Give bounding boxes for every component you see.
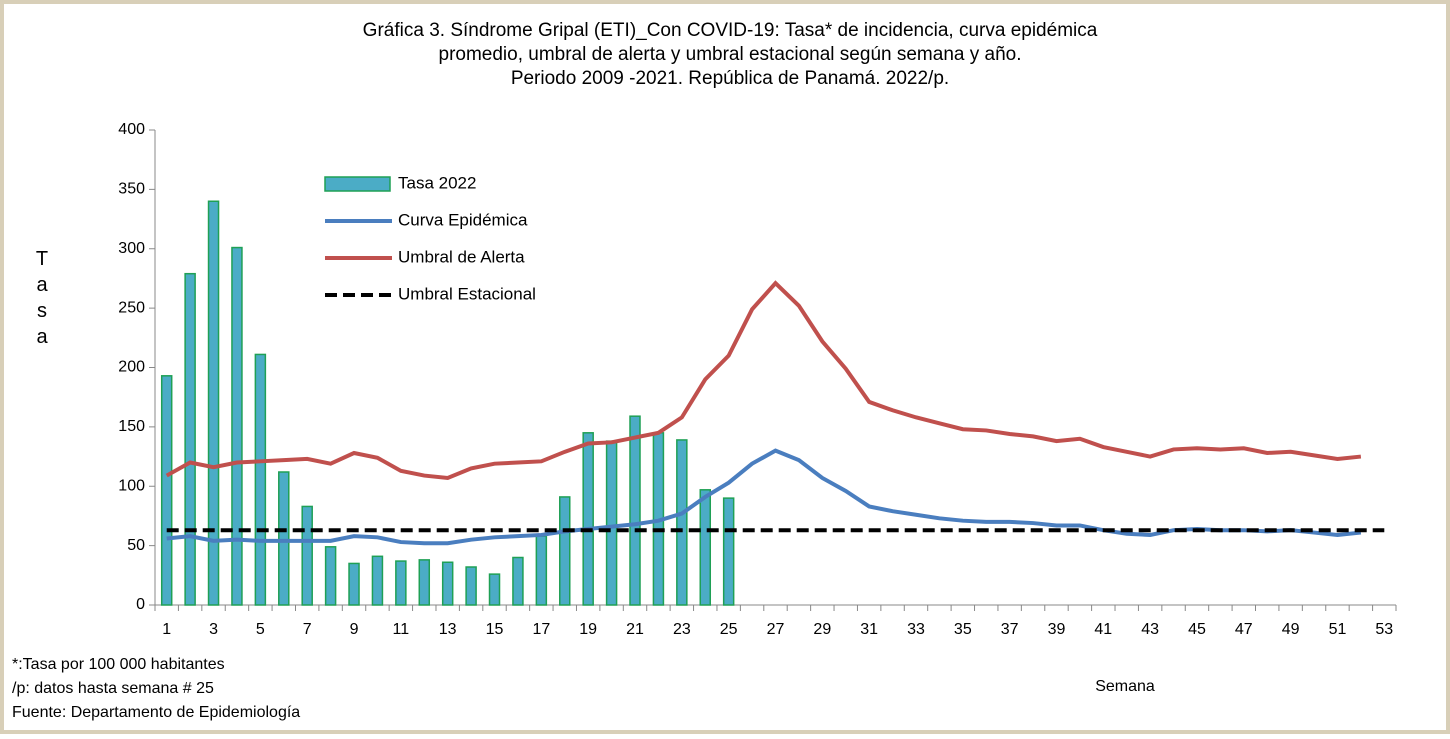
bar (512, 556, 524, 606)
chart-title: promedio, umbral de alerta y umbral esta… (439, 44, 1022, 65)
bar (184, 272, 196, 606)
legend-label: Curva Epidémica (398, 210, 528, 229)
y-tick-label: 50 (127, 537, 145, 554)
footnote: Fuente: Departamento de Epidemiología (12, 704, 300, 721)
chart-title: Gráfica 3. Síndrome Gripal (ETI)_Con COV… (363, 20, 1098, 41)
y-axis-label: Tasa (31, 248, 53, 352)
legend-swatch (324, 176, 391, 192)
bar (722, 497, 735, 606)
bar (324, 546, 337, 606)
x-tick-label: 35 (954, 621, 972, 638)
x-tick-label: 25 (720, 621, 738, 638)
x-tick-label: 43 (1141, 621, 1159, 638)
footnote: /p: datos hasta semana # 25 (12, 680, 214, 697)
x-tick-label: 41 (1094, 621, 1112, 638)
y-tick-label: 0 (136, 596, 145, 613)
x-tick-label: 1 (162, 621, 171, 638)
x-tick-label: 9 (350, 621, 359, 638)
x-tick-label: 45 (1188, 621, 1206, 638)
bar (160, 375, 173, 606)
bar (582, 432, 594, 606)
bar (301, 505, 313, 606)
y-tick-label: 350 (118, 181, 145, 198)
legend-label: Umbral Estacional (398, 284, 536, 303)
line (166, 448, 1362, 546)
x-tick-label: 5 (256, 621, 265, 638)
bar (418, 559, 431, 606)
x-tick-label: 23 (673, 621, 691, 638)
bar (488, 573, 501, 606)
x-tick-label: 13 (439, 621, 457, 638)
x-tick-label: 15 (486, 621, 504, 638)
bar (676, 439, 688, 606)
x-tick-label: 19 (579, 621, 597, 638)
bar (441, 561, 454, 606)
y-tick-label: 300 (118, 240, 145, 257)
bar (278, 471, 290, 606)
x-tick-label: 37 (1001, 621, 1019, 638)
x-tick-label: 49 (1282, 621, 1300, 638)
legend-label: Tasa 2022 (398, 173, 476, 192)
bar (535, 535, 548, 606)
x-tick-label: 7 (303, 621, 312, 638)
x-tick-label: 51 (1329, 621, 1347, 638)
bar (254, 353, 267, 606)
x-tick-label: 53 (1375, 621, 1393, 638)
x-tick-label: 29 (813, 621, 831, 638)
bar (605, 440, 618, 606)
bar (465, 566, 477, 606)
footnote: *:Tasa por 100 000 habitantes (12, 656, 225, 673)
bar (348, 562, 360, 606)
bar (559, 496, 571, 606)
x-tick-label: 21 (626, 621, 644, 638)
bar (629, 415, 641, 606)
y-tick-label: 400 (118, 121, 145, 138)
line (165, 280, 1362, 480)
y-tick-label: 200 (118, 359, 145, 376)
x-tick-label: 27 (767, 621, 785, 638)
x-tick-label: 47 (1235, 621, 1253, 638)
y-tick-label: 150 (118, 418, 145, 435)
y-tick-label: 250 (118, 299, 145, 316)
x-tick-label: 3 (209, 621, 218, 638)
x-axis-label: Semana (1095, 678, 1155, 695)
bar (207, 200, 220, 606)
bar (371, 555, 384, 606)
bar (231, 246, 243, 606)
legend-label: Umbral de Alerta (398, 247, 525, 266)
y-tick-label: 100 (118, 477, 145, 494)
x-tick-label: 17 (532, 621, 550, 638)
bar (395, 560, 407, 606)
x-tick-label: 31 (860, 621, 878, 638)
x-tick-label: 11 (393, 621, 410, 638)
chart-title: Periodo 2009 -2021. República de Panamá.… (511, 68, 949, 89)
bar (699, 489, 712, 606)
x-tick-label: 39 (1048, 621, 1066, 638)
x-tick-label: 33 (907, 621, 925, 638)
